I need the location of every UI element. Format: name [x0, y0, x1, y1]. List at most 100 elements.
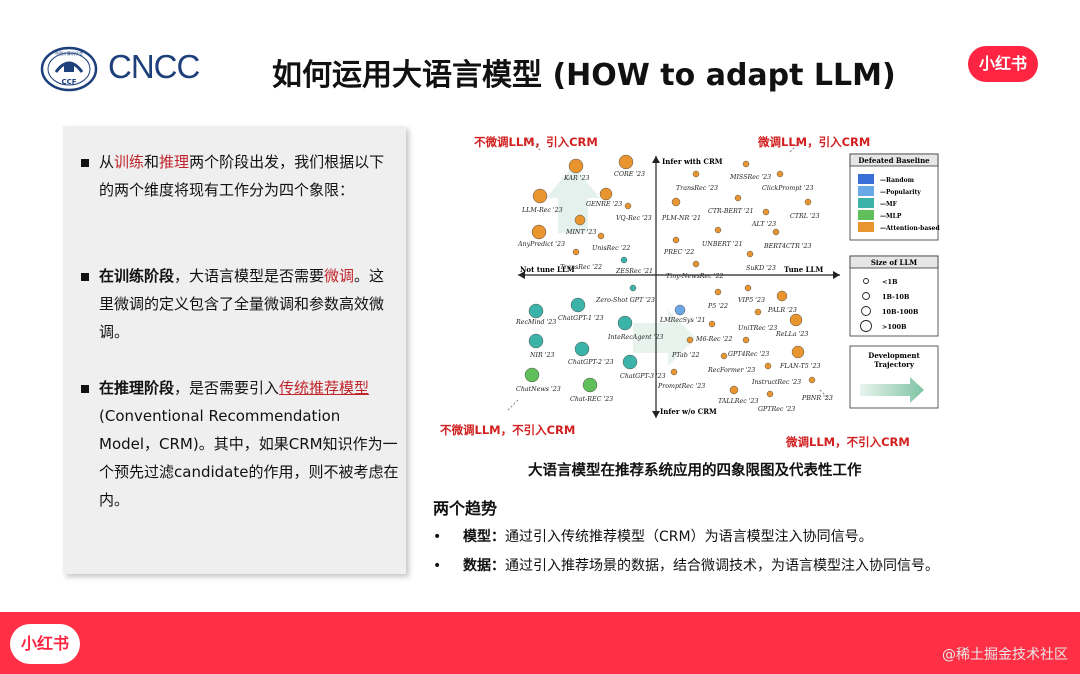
work-label-lmrecsys-21: LMRecSys '21 — [659, 317, 705, 324]
work-label-genre-23: GENRE '23 — [586, 201, 622, 208]
work-label-promptrec-23: PromptRec '23 — [657, 383, 705, 390]
work-point-nir-23 — [528, 333, 544, 349]
trend-label: 模型： — [463, 529, 505, 545]
legend-size-circle — [863, 278, 869, 284]
work-label-tallrec-23: TALLRec '23 — [718, 398, 759, 405]
work-point-m6-rec-22 — [708, 320, 716, 328]
work-point-missrec-23 — [742, 160, 750, 168]
axis-label-bottom: Infer w/o CRM — [660, 407, 717, 416]
cncc-logo-text: CNCC — [108, 48, 200, 85]
work-point-unbert-21 — [714, 226, 722, 234]
work-point-core-23 — [618, 154, 634, 170]
legend-size-of-llm: Size of LLM <1B 1B-10B 10B-100B >100B — [849, 255, 939, 337]
figure-caption: 大语言模型在推荐系统应用的四象限图及代表性工作 — [528, 463, 862, 479]
bullet3-text-b: (Conventional Recommendation Model，CRM)。… — [99, 407, 399, 509]
xiaohongshu-footer-logo: 小红书 — [10, 624, 80, 664]
work-label-vip5-23: VIP5 '23 — [738, 297, 765, 304]
svg-text:Defeated Baseline: Defeated Baseline — [858, 156, 930, 165]
work-point-unisrec-22 — [597, 232, 605, 240]
bullet1-highlight-training: 训练 — [114, 153, 145, 171]
work-point-zesrec-21 — [620, 256, 628, 264]
work-label-unitrec-23: UniTRec '23 — [738, 325, 777, 332]
ccf-emblem-icon: 中国计算机学会 CCF — [40, 46, 98, 92]
development-arrow-up — [546, 166, 600, 233]
square-bullet-icon — [81, 273, 89, 281]
legend-development-trajectory: Development Trajectory — [849, 345, 939, 409]
quadrant-label-top-right: 微调LLM，引入CRM — [757, 135, 870, 149]
legend-size-label: 10B-100B — [882, 308, 919, 316]
work-label-rella-23: ReLLa '23 — [775, 331, 808, 338]
work-label-clickprompt-23: ClickPrompt '23 — [762, 185, 814, 192]
work-point-ptab-22 — [686, 336, 694, 344]
legend-swatch — [858, 210, 874, 220]
work-point-chatgpt-1-23 — [570, 297, 586, 313]
bullet-training-inference: 从训练和推理两个阶段出发，我们根据以下的两个维度将现有工作分为四个象限： — [81, 148, 399, 204]
development-arrow-right — [633, 310, 696, 366]
work-point-palr-23 — [776, 290, 788, 302]
svg-text:中国计算机学会: 中国计算机学会 — [55, 50, 83, 56]
work-label-interecagent-23: InteRecAgent '23 — [607, 334, 663, 341]
footer-bar — [0, 612, 1080, 674]
legend-size-circle — [862, 292, 870, 300]
xiaohongshu-logo: 小红书 — [968, 46, 1038, 82]
work-point-unitrec-23 — [754, 308, 762, 316]
work-point-transrec-22 — [572, 248, 580, 256]
work-point-gpt4rec-23 — [742, 336, 750, 344]
work-point-mint-23 — [574, 214, 586, 226]
work-label-unisrec-22: UnisRec '22 — [592, 245, 630, 252]
work-point-llm-rec-23 — [532, 188, 548, 204]
bullet2-highlight-finetune: 微调 — [324, 267, 355, 285]
work-point-anypredict-23 — [531, 224, 547, 240]
quadrant-label-bottom-right: 微调LLM，不引入CRM — [785, 435, 910, 448]
work-label-gptrec-23: GPTRec '23 — [758, 406, 795, 413]
work-label-transrec-22: TransRec '22 — [560, 264, 602, 271]
work-label-llm-rec-23: LLM-Rec '23 — [521, 207, 563, 214]
work-point-transrec-23 — [692, 170, 700, 178]
trends-heading: 两个趋势 — [433, 499, 498, 518]
work-point-recmind-23 — [528, 303, 544, 319]
bullet-inference-stage: 在推理阶段，是否需要引入传统推荐模型 (Conventional Recommen… — [81, 374, 399, 514]
watermark: @稀土掘金技术社区 — [942, 647, 1068, 663]
work-label-nir-23: NIR '23 — [529, 352, 554, 359]
work-point-alt-23 — [762, 208, 770, 216]
bullet3-highlight-crm: 传统推荐模型 — [279, 379, 370, 397]
work-point-zero-shot-gpt-23 — [629, 284, 637, 292]
work-point-clickprompt-23 — [776, 170, 784, 178]
work-point-ctr-bert-21 — [734, 194, 742, 202]
work-point-bert4ctr-23 — [772, 228, 780, 236]
quadrant-label-top-left: 不微调LLM，引入CRM — [474, 135, 598, 149]
work-label-mint-23: MINT '23 — [565, 229, 596, 236]
legend-baseline-label: —Popularity — [880, 189, 921, 196]
legend-size-label: 1B-10B — [882, 293, 910, 301]
work-point-prec-22 — [672, 236, 680, 244]
legend-size-circle — [860, 320, 872, 332]
trend-item-model: • 模型：通过引入传统推荐模型（CRM）为语言模型注入协同信号。 — [433, 526, 873, 546]
trajectory-title: Development Trajectory — [868, 351, 920, 369]
work-point-ctrl-23 — [804, 198, 812, 206]
work-point-p5-22 — [714, 288, 722, 296]
work-label-gpt4rec-23: GPT4Rec '23 — [728, 351, 769, 358]
work-point-genre-23 — [599, 187, 613, 201]
legend-size-label: >100B — [882, 323, 907, 331]
legend-defeated-baseline: Defeated Baseline —Random —Popularity —MF —… — [849, 153, 940, 241]
legend-size-circle — [861, 306, 871, 316]
bullet1-highlight-inference: 推理 — [159, 153, 190, 171]
work-label-transrec-23: TransRec '23 — [676, 185, 718, 192]
trend-label: 数据： — [463, 558, 505, 574]
trend-bullet: • — [433, 558, 442, 574]
work-point-lmrecsys-21 — [674, 304, 686, 316]
bullet3-text-a: ，是否需要引入 — [174, 379, 280, 397]
work-label-plm-nr-21: PLM-NR '21 — [661, 215, 701, 222]
work-point-chat-rec-23 — [582, 377, 598, 393]
legend-swatch — [858, 198, 874, 208]
legend-baseline-label: —Attention-based — [880, 225, 940, 232]
svg-text:CCF: CCF — [61, 78, 76, 86]
work-label-chat-rec-23: Chat-REC '23 — [570, 396, 613, 403]
legend-size-label: <1B — [882, 278, 898, 286]
left-text-panel: 从训练和推理两个阶段出发，我们根据以下的两个维度将现有工作分为四个象限： 在训练… — [63, 126, 406, 574]
bullet1-text-a: 从 — [99, 153, 115, 171]
work-point-plm-nr-21 — [671, 197, 681, 207]
work-point-rella-23 — [789, 313, 803, 327]
trend-bullet: • — [433, 529, 442, 545]
bullet1-text-b: 和 — [144, 153, 160, 171]
